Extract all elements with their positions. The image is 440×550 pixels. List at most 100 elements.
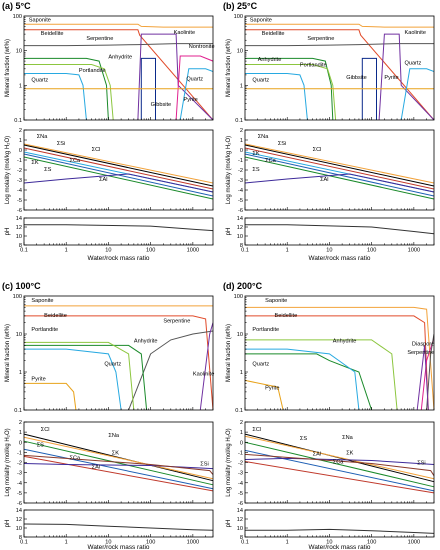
mineral-label: Gibbsite [151, 102, 172, 108]
mineral-line-serpentine [426, 333, 434, 410]
mineral-label: Anhydrite [134, 338, 158, 344]
x-tick-label: 10 [105, 248, 111, 254]
y-tick-label: 100 [13, 294, 22, 300]
mineral-frame [23, 15, 214, 121]
mineral-label: Quartz [252, 77, 269, 83]
mineral-label: Gibbsite [346, 75, 367, 81]
y-tick-label: 14 [16, 508, 22, 514]
y-tick-label: -5 [238, 198, 243, 204]
y-tick-label: -3 [17, 471, 22, 477]
species-line [23, 440, 214, 486]
y-tick-label: 2 [19, 128, 22, 134]
species-line [23, 455, 214, 492]
mineral-curves [245, 306, 434, 410]
species-label: ΣS [252, 167, 259, 173]
species-label: ΣAl [92, 465, 100, 471]
y-tick-label: 8 [240, 243, 243, 249]
mineral-label: Portlandite [31, 327, 58, 333]
y-tick-label: 14 [237, 508, 243, 514]
y-tick-label: 2 [19, 420, 22, 426]
mineral-y-axis-label: Mineral fraction (wt%) [5, 324, 11, 382]
y-tick-label: -5 [17, 198, 22, 204]
mineral-label: Quartz [252, 361, 269, 367]
mineral-label: Saponite [250, 17, 272, 23]
y-tick-label: -5 [17, 491, 22, 497]
mineral-line-beidellite [245, 29, 434, 120]
y-tick-label: 1 [240, 370, 243, 376]
mineral-label: Saponite [31, 298, 53, 304]
species-label: ΣSi [278, 141, 286, 147]
y-tick-label: -3 [238, 178, 243, 184]
ph-line [24, 224, 214, 232]
y-tick-label: -6 [17, 208, 22, 214]
y-tick-label: -5 [238, 491, 243, 497]
mineral-label: Portlandite [300, 62, 327, 68]
species-label: ΣK [346, 450, 353, 456]
ph-frame [23, 509, 214, 538]
mineral-line-kaolinite [378, 33, 434, 120]
mineral-line-anhydrite [24, 57, 109, 120]
panel-title: (c) 100°C [2, 281, 41, 291]
species-line [23, 436, 214, 480]
mineral-line-anhydrite [245, 353, 373, 410]
mineral-line-serpentine [24, 43, 213, 47]
mineral-line-nontronite [175, 55, 213, 120]
y-tick-label: 0 [19, 148, 22, 154]
mineral-line-anhydrite [24, 344, 148, 410]
y-tick-label: 2 [240, 420, 243, 426]
ph-y-axis-label: pH [5, 520, 11, 528]
mineral-label: Anhydrite [333, 338, 357, 344]
mineral-label: Anhydrite [258, 57, 282, 63]
mineral-label: Saponite [29, 17, 51, 23]
mineral-label: Beidellite [41, 31, 64, 37]
y-tick-label: -1 [17, 158, 22, 164]
mineral-label: Quartz [404, 60, 421, 66]
x-tick-label: 0.1 [241, 248, 249, 254]
mineral-line-serpentine [245, 43, 434, 47]
y-tick-label: -2 [238, 168, 243, 174]
x-tick-label: 1 [65, 248, 68, 254]
x-axis-label: Water/rock mass ratio [309, 255, 371, 262]
species-label: ΣS [300, 436, 307, 442]
y-tick-label: 10 [16, 332, 22, 338]
mineral-line-quartz [245, 73, 308, 120]
y-tick-label: 10 [237, 49, 243, 55]
mineral-frame [244, 295, 435, 411]
molality-frame [23, 129, 214, 211]
species-line [23, 463, 214, 470]
species-line [244, 453, 435, 476]
mineral-y-axis-label: Mineral fraction (wt%) [226, 39, 232, 97]
y-tick-label: 1 [240, 138, 243, 144]
mineral-label: Portlandite [79, 68, 106, 74]
y-tick-label: 100 [13, 14, 22, 20]
x-tick-label: 100 [367, 540, 376, 546]
y-tick-label: -1 [238, 450, 243, 456]
mineral-y-axis-label: Mineral fraction (wt%) [226, 324, 232, 382]
x-tick-label: 1000 [187, 248, 199, 254]
species-label: ΣAl [320, 177, 328, 183]
species-line [244, 143, 435, 184]
mineral-line-portlandite [24, 341, 135, 410]
mineral-line-pyrite [24, 382, 77, 410]
species-line [244, 144, 435, 187]
mineral-label: Anhydrite [108, 54, 132, 60]
y-tick-label: 12 [237, 225, 243, 231]
mineral-line-anhydrite [245, 57, 334, 120]
y-tick-label: 100 [234, 14, 243, 20]
mineral-line-portlandite [24, 64, 114, 120]
molality-y-axis-label: Log molality (mol/kg H₂O) [226, 136, 232, 204]
mineral-line-diaspore [420, 337, 434, 410]
mineral-curves [24, 305, 213, 410]
mineral-label: Serpentine [407, 350, 434, 356]
y-tick-label: -4 [17, 481, 22, 487]
species-label: ΣCa [70, 158, 81, 164]
species-label: ΣAl [313, 451, 321, 457]
species-label: ΣK [31, 160, 38, 166]
y-tick-label: 0 [240, 440, 243, 446]
species-line [23, 144, 214, 187]
y-tick-label: 10 [237, 526, 243, 532]
x-tick-label: 10 [326, 540, 332, 546]
